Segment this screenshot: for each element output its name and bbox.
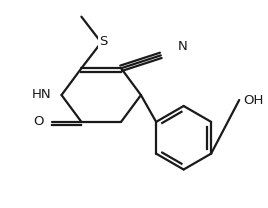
Text: O: O [33, 115, 44, 128]
Text: N: N [178, 40, 187, 53]
Text: HN: HN [32, 88, 52, 101]
Text: OH: OH [243, 94, 263, 106]
Text: S: S [99, 35, 107, 48]
